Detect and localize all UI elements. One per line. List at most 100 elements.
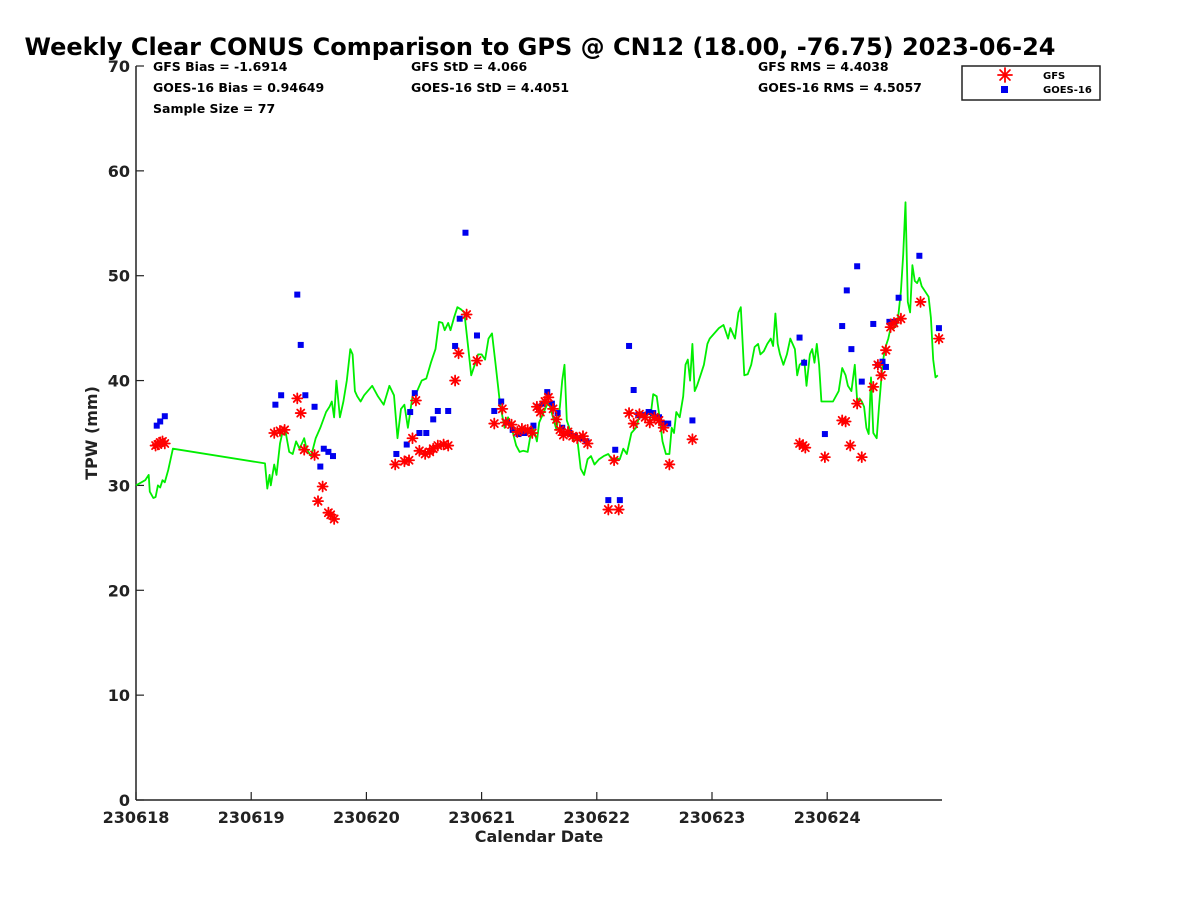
- goes-point: [530, 422, 537, 429]
- goes-point: [278, 392, 285, 399]
- x-tick-label: 230621: [448, 808, 515, 827]
- goes-point: [612, 446, 619, 453]
- gfs-point: [460, 308, 473, 321]
- goes-point: [491, 407, 498, 414]
- goes-point: [689, 417, 696, 424]
- goes-point: [456, 315, 463, 322]
- gfs-point: [888, 316, 900, 329]
- gfs-rms-text: GFS RMS = 4.4038: [758, 59, 889, 74]
- goes-point: [157, 418, 164, 425]
- legend-gfs-label: GFS: [1043, 71, 1065, 82]
- goes-point: [416, 430, 423, 436]
- gfs-point: [471, 354, 483, 367]
- stats-block: GFS Bias = -1.6914 GOES-16 Bias = 0.9464…: [153, 59, 922, 116]
- gfs-point: [880, 344, 892, 357]
- gfs-point: [442, 439, 455, 452]
- goes-point: [665, 420, 672, 427]
- gfs-point: [542, 391, 555, 404]
- goes-point: [544, 389, 551, 396]
- gfs-point: [406, 432, 419, 445]
- goes-point: [462, 229, 469, 236]
- y-tick-label: 60: [108, 162, 130, 181]
- goes-point: [317, 463, 324, 470]
- goes-point: [311, 403, 318, 410]
- goes-point: [329, 453, 336, 460]
- x-tick-label: 230623: [679, 808, 746, 827]
- goes-point: [843, 287, 850, 294]
- gfs-point: [291, 392, 304, 405]
- x-axis-label: Calendar Date: [475, 827, 604, 846]
- y-tick-label: 0: [119, 791, 130, 810]
- plot-area: [135, 201, 945, 525]
- gfs-point: [799, 441, 812, 454]
- gfs-point: [581, 437, 594, 450]
- goes-point: [645, 409, 652, 416]
- goes-point: [882, 363, 889, 370]
- legend-goes-marker: [1001, 86, 1008, 93]
- goes-point: [407, 409, 414, 416]
- goes-point: [870, 320, 877, 327]
- goes-point: [848, 346, 855, 353]
- y-tick-label: 10: [108, 686, 130, 705]
- gfs-point: [612, 503, 625, 516]
- goes-point: [294, 291, 301, 298]
- x-ticks: 230618 230619 230620 230621 230622 230623 2306…: [103, 792, 861, 827]
- legend-gfs-marker: [997, 67, 1013, 83]
- goes-point: [916, 252, 923, 259]
- x-tick-label: 230624: [794, 808, 861, 827]
- goes-point: [434, 407, 441, 414]
- goes-point: [498, 398, 505, 405]
- goes-point: [796, 334, 803, 341]
- gfs-point: [511, 426, 524, 438]
- gfs-point: [844, 439, 857, 452]
- gfs-point: [686, 433, 699, 446]
- gfs-point: [452, 347, 465, 360]
- x-tick-label: 230620: [333, 808, 400, 827]
- gfs-point: [623, 407, 635, 419]
- y-tick-label: 20: [108, 581, 130, 600]
- legend-gfs-asterisk: [997, 67, 1013, 83]
- gfs-point: [547, 402, 559, 415]
- goes-point: [935, 325, 942, 332]
- goes-point: [161, 413, 168, 420]
- gfs-point: [526, 427, 539, 439]
- y-tick-label: 50: [108, 267, 130, 286]
- goes-point: [616, 497, 623, 504]
- legend-box: [961, 65, 1101, 101]
- goes-point: [325, 448, 332, 455]
- gps-series-line: [135, 201, 939, 499]
- x-tick-label: 230618: [103, 808, 170, 827]
- goes-point: [821, 431, 828, 438]
- goes-point: [886, 318, 893, 325]
- gfs-point: [328, 513, 341, 525]
- gfs-point: [496, 402, 509, 415]
- gfs-point: [875, 369, 888, 382]
- gfs-point: [577, 430, 589, 443]
- gfs-point: [867, 380, 880, 393]
- y-axis-label: TPW (mm): [82, 386, 101, 480]
- chart-title: Weekly Clear CONUS Comparison to GPS @ C…: [25, 33, 1056, 61]
- gfs-point: [298, 443, 311, 456]
- goes-point: [403, 441, 410, 448]
- goes-point: [554, 410, 561, 417]
- gfs-point: [895, 312, 907, 325]
- gfs-point: [389, 458, 402, 471]
- gfs-point: [312, 495, 324, 508]
- axes: [135, 66, 942, 801]
- goes-point: [839, 323, 846, 330]
- gps-line-layer: [135, 201, 939, 499]
- goes-point: [452, 342, 459, 349]
- goes-rms-text: GOES-16 RMS = 4.5057: [758, 80, 922, 95]
- gfs-point: [855, 451, 868, 464]
- gfs-point: [818, 451, 831, 464]
- goes-point: [650, 410, 657, 417]
- goes-point: [626, 342, 633, 349]
- goes-point: [411, 390, 418, 397]
- gfs-point: [410, 394, 422, 407]
- gfs-point: [566, 430, 579, 443]
- goes-point: [895, 294, 902, 301]
- gfs-point: [158, 437, 171, 450]
- goes-point: [605, 497, 612, 504]
- gfs-point: [316, 480, 329, 493]
